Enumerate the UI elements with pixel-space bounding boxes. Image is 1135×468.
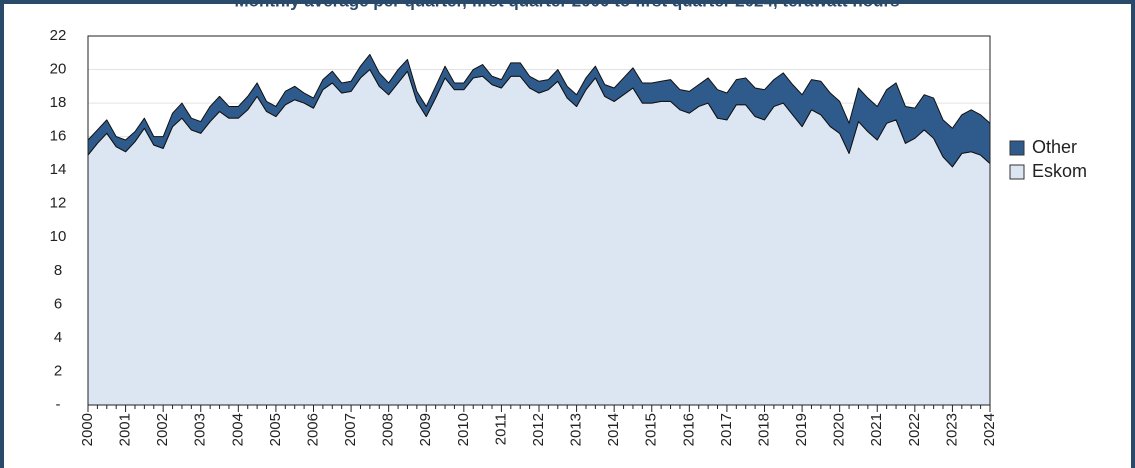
y-tick-label: 12 xyxy=(50,195,67,212)
x-tick-label: 2015 xyxy=(643,413,660,446)
y-tick-label: 14 xyxy=(50,161,67,178)
y-tick-label: 8 xyxy=(54,262,62,279)
x-tick-label: 2012 xyxy=(530,413,547,446)
x-tick-label: 2002 xyxy=(154,413,171,446)
y-tick-label: 22 xyxy=(50,27,67,44)
x-tick-label: 2024 xyxy=(981,413,998,446)
x-tick-label: 2014 xyxy=(605,413,622,446)
y-tick-label: - xyxy=(56,396,61,413)
x-tick-label: 2009 xyxy=(417,413,434,446)
y-tick-label: 4 xyxy=(54,329,62,346)
x-tick-label: 2020 xyxy=(831,413,848,446)
x-tick-label: 2007 xyxy=(342,413,359,446)
y-tick-label: 10 xyxy=(50,228,67,245)
y-tick-label: 18 xyxy=(50,94,67,111)
x-tick-label: 2011 xyxy=(492,413,509,445)
y-tick-label: 16 xyxy=(50,128,67,145)
x-tick-label: 2003 xyxy=(192,413,209,446)
legend-label: Eskom xyxy=(1032,161,1087,181)
legend-swatch xyxy=(1009,164,1025,180)
x-tick-label: 2004 xyxy=(229,413,246,446)
x-tick-label: 2017 xyxy=(718,413,735,446)
legend-label: Other xyxy=(1032,137,1077,157)
x-tick-label: 2016 xyxy=(680,413,697,446)
legend-swatch xyxy=(1009,140,1025,156)
x-tick-label: 2013 xyxy=(568,413,585,446)
x-tick-label: 2008 xyxy=(380,413,397,446)
x-tick-label: 2000 xyxy=(79,413,96,446)
x-tick-label: 2001 xyxy=(117,413,134,446)
y-tick-label: 20 xyxy=(50,61,67,78)
x-tick-label: 2005 xyxy=(267,413,284,446)
x-tick-label: 2006 xyxy=(304,413,321,446)
x-tick-label: 2019 xyxy=(793,413,810,446)
x-tick-label: 2022 xyxy=(906,413,923,446)
x-tick-label: 2018 xyxy=(755,413,772,446)
x-tick-label: 2023 xyxy=(943,413,960,446)
y-tick-label: 6 xyxy=(54,295,62,312)
y-tick-label: 2 xyxy=(54,362,62,379)
chart-title: Monthly average per quarter, first quart… xyxy=(234,0,899,10)
x-tick-label: 2021 xyxy=(868,413,885,446)
x-tick-label: 2010 xyxy=(455,413,472,446)
